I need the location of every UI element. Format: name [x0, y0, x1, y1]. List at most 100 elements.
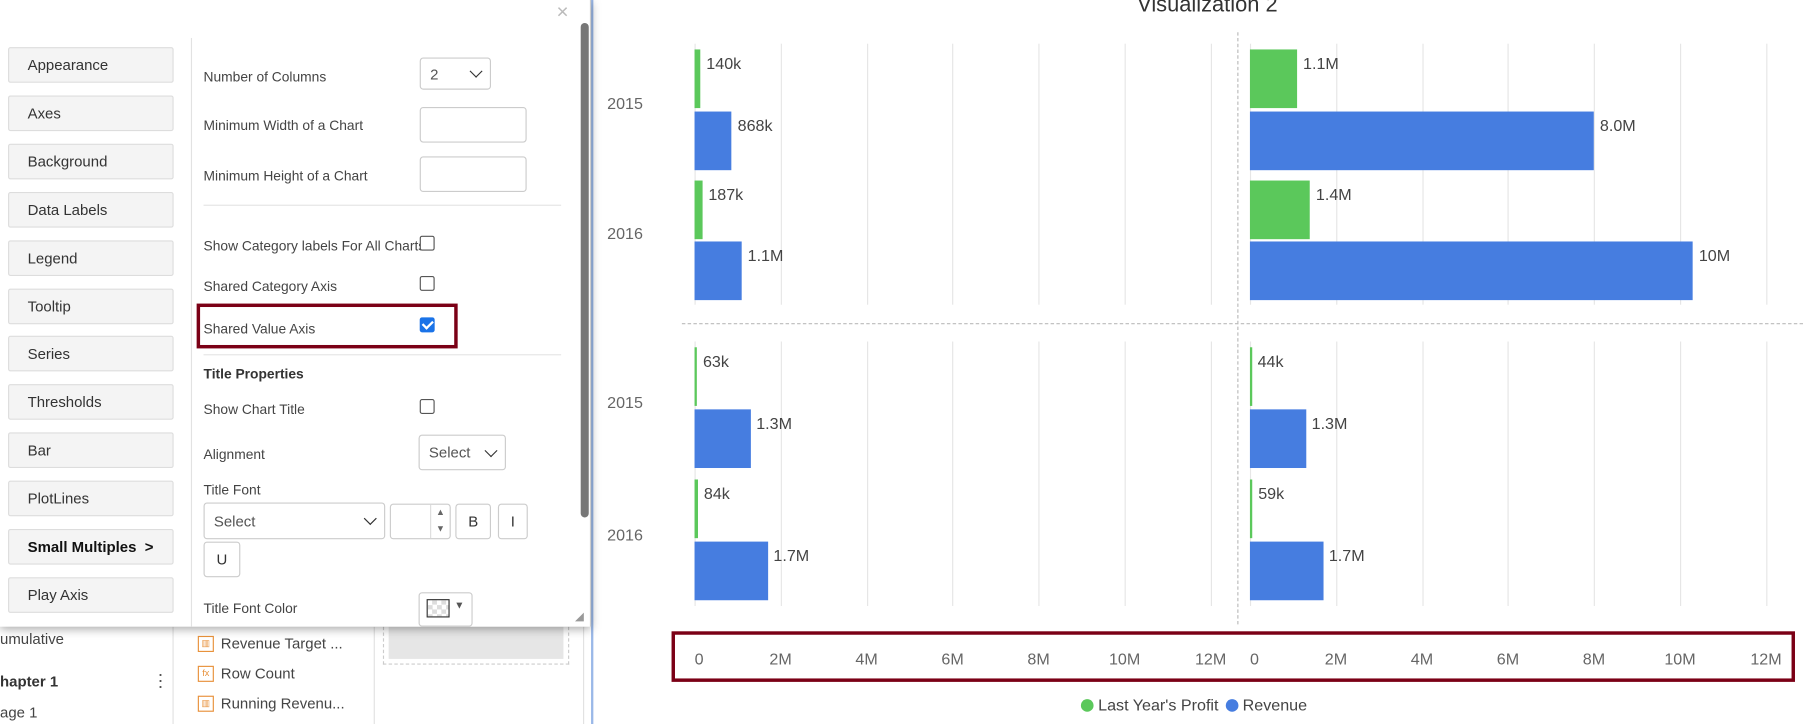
alignment-select[interactable]: Select [418, 434, 506, 471]
menu-item-background[interactable]: Background [8, 143, 174, 180]
field-item[interactable]: fx Row Count [197, 665, 295, 682]
min-width-input[interactable] [419, 106, 527, 143]
field-item[interactable]: ▥ Revenue Target ... [197, 635, 343, 652]
scrollbar[interactable] [580, 22, 589, 518]
data-label: 59k [1258, 484, 1285, 503]
bar-revenue[interactable] [1249, 241, 1694, 301]
title-font-select[interactable]: Select [203, 502, 386, 540]
bar-last-years-profit[interactable] [694, 479, 699, 539]
tree-item[interactable]: age 1 [0, 703, 38, 721]
gridline [780, 341, 782, 606]
menu-item-data-labels[interactable]: Data Labels [8, 191, 174, 228]
data-label: 1.3M [756, 413, 793, 432]
show-chart-title-label: Show Chart Title [203, 401, 305, 418]
number-of-columns-select[interactable]: 2 [419, 57, 492, 90]
legend-item[interactable]: Last Year's Profit [1080, 696, 1218, 714]
gridline [1766, 341, 1768, 606]
menu-item-legend[interactable]: Legend [8, 239, 174, 276]
bold-button[interactable]: B [455, 503, 492, 540]
bar-revenue[interactable] [1249, 408, 1306, 468]
data-label: 8.0M [1599, 115, 1636, 134]
underline-button[interactable]: U [203, 541, 241, 578]
highlight-box [196, 303, 458, 349]
bar-last-years-profit[interactable] [694, 49, 701, 109]
menu-item-play-axis[interactable]: Play Axis [8, 577, 174, 613]
font-size-stepper[interactable]: ▲ ▼ [389, 503, 451, 540]
title-font-color-label: Title Font Color [203, 600, 298, 617]
bar-revenue[interactable] [694, 241, 742, 301]
bar-revenue[interactable] [694, 541, 768, 600]
bar-revenue[interactable] [1249, 541, 1324, 600]
menu-item-thresholds[interactable]: Thresholds [8, 384, 174, 421]
menu-item-plotlines[interactable]: PlotLines [8, 480, 174, 517]
gridline [1210, 43, 1212, 305]
bar-last-years-profit[interactable] [1249, 179, 1311, 239]
data-label: 84k [703, 484, 730, 503]
legend-swatch [1225, 698, 1239, 712]
data-label: 140k [706, 54, 742, 73]
alignment-label: Alignment [203, 446, 265, 463]
menu-item-tooltip[interactable]: Tooltip [8, 288, 174, 324]
min-width-label: Minimum Width of a Chart [203, 117, 364, 134]
bar-last-years-profit[interactable] [694, 179, 703, 239]
italic-button[interactable]: I [497, 503, 528, 540]
gridline [694, 341, 696, 606]
gridline [866, 341, 868, 606]
shared-value-axis-checkbox[interactable] [419, 317, 435, 333]
close-icon[interactable]: × [556, 0, 569, 23]
panel-divider-horizontal [681, 323, 1803, 325]
menu-item-series[interactable]: Series [8, 336, 174, 372]
stepper-up-icon[interactable]: ▲ [435, 507, 445, 518]
min-height-input[interactable] [419, 156, 527, 193]
axis-tick-label: 4M [1410, 649, 1434, 669]
shared-category-axis-label: Shared Category Axis [203, 278, 337, 295]
drop-zone[interactable] [382, 620, 570, 665]
tree-item[interactable]: umulative [0, 630, 64, 648]
legend-swatch [1080, 698, 1094, 712]
divider [203, 204, 562, 206]
bar-last-years-profit[interactable] [694, 347, 698, 406]
menu-item-appearance[interactable]: Appearance [8, 47, 174, 83]
data-label: 1.4M [1315, 184, 1352, 203]
kebab-menu-icon[interactable]: ⋮ [151, 671, 170, 692]
tree-item-chapter[interactable]: hapter 1 [0, 672, 59, 690]
panel-divider-vertical [1237, 32, 1239, 625]
color-swatch [426, 599, 450, 618]
shared-category-axis-checkbox[interactable] [419, 275, 435, 291]
select-value: Select [428, 443, 471, 462]
chart-title: Visualization 2 [1137, 0, 1278, 18]
bar-revenue[interactable] [1249, 110, 1595, 170]
show-chart-title-checkbox[interactable] [419, 399, 435, 414]
gridline [866, 43, 868, 305]
shared-value-axis-label: Shared Value Axis [203, 320, 316, 337]
stepper-down-icon[interactable]: ▼ [435, 523, 445, 534]
legend-item[interactable]: Revenue [1225, 696, 1307, 714]
divider [203, 354, 562, 356]
select-value: 2 [430, 64, 439, 83]
bar-last-years-profit[interactable] [1249, 479, 1253, 539]
chevron-down-icon [484, 443, 498, 457]
menu-item-small-multiples[interactable]: Small Multiples > [8, 528, 174, 565]
gridline [1766, 43, 1768, 305]
axis-tick-label: 10M [1664, 649, 1696, 669]
chevron-down-icon [469, 64, 483, 78]
axis-tick-label: 6M [1496, 649, 1520, 669]
bar-revenue[interactable] [694, 408, 751, 468]
menu-item-bar[interactable]: Bar [8, 432, 174, 469]
data-label: 1.7M [1328, 545, 1365, 565]
bar-last-years-profit[interactable] [1249, 49, 1298, 109]
resize-handle-icon[interactable]: ◢ [574, 610, 584, 624]
gridline [1124, 43, 1126, 305]
legend: Last Year's Profit Revenue [1080, 696, 1307, 714]
axis-tick-label: 12M [1194, 649, 1227, 669]
gridline [1038, 43, 1040, 305]
bar-revenue[interactable] [694, 110, 732, 170]
menu-item-axes[interactable]: Axes [8, 95, 174, 131]
field-item[interactable]: ▥ Running Revenu... [197, 695, 345, 712]
gridline [1249, 341, 1252, 606]
bar-last-years-profit[interactable] [1249, 347, 1252, 406]
title-font-color-picker[interactable]: ▼ [418, 592, 473, 627]
axis-tick-label: 8M [1027, 649, 1050, 669]
show-category-labels-checkbox[interactable] [419, 235, 435, 251]
gridline [1593, 341, 1596, 606]
